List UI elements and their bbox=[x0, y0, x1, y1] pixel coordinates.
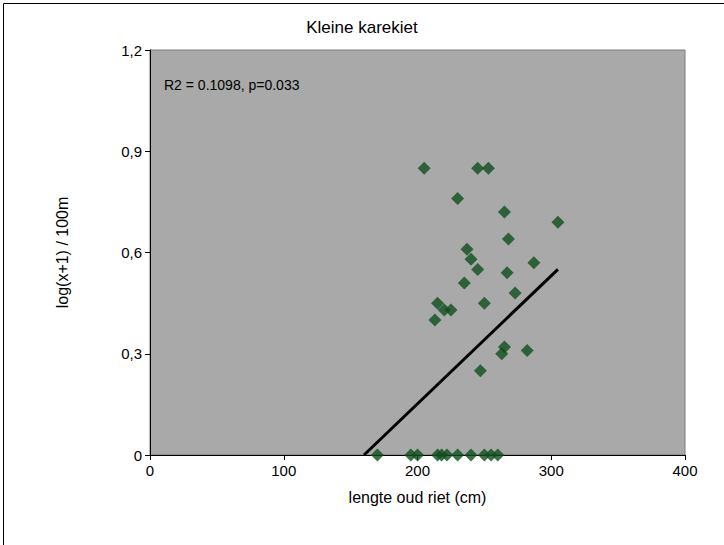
svg-text:0,3: 0,3 bbox=[121, 345, 142, 362]
svg-text:1,2: 1,2 bbox=[121, 42, 142, 59]
svg-text:0,6: 0,6 bbox=[121, 244, 142, 261]
svg-text:400: 400 bbox=[672, 462, 697, 479]
svg-text:0: 0 bbox=[134, 447, 142, 464]
svg-text:log(x+1) / 100m: log(x+1) / 100m bbox=[54, 197, 71, 309]
svg-text:0,9: 0,9 bbox=[121, 143, 142, 160]
svg-text:lengte oud riet (cm): lengte oud riet (cm) bbox=[349, 489, 487, 506]
svg-text:R2 = 0.1098, p=0.033: R2 = 0.1098, p=0.033 bbox=[164, 77, 300, 93]
svg-text:200: 200 bbox=[405, 462, 430, 479]
svg-text:300: 300 bbox=[539, 462, 564, 479]
svg-text:Kleine karekiet: Kleine karekiet bbox=[306, 18, 418, 37]
svg-text:100: 100 bbox=[271, 462, 296, 479]
svg-text:0: 0 bbox=[146, 462, 154, 479]
